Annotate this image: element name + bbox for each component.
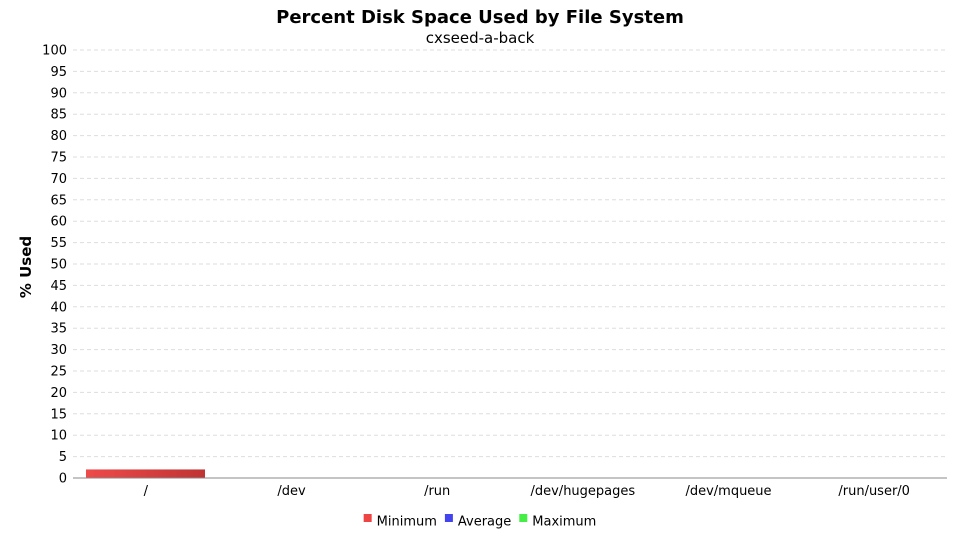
y-tick-label: 10 [50, 429, 67, 444]
y-tick-label: 0 [59, 472, 67, 487]
y-axis-ticks: 0 5 10 15 20 25 30 35 40 45 50 55 60 65 70 75 80 85 90 95 10… [42, 44, 67, 487]
legend-label-maximum: Maximum [532, 515, 596, 530]
y-axis-label: % Used [17, 236, 35, 298]
y-tick-label: 30 [50, 343, 67, 358]
y-tick-label: 65 [50, 193, 67, 208]
y-tick-label: 100 [42, 44, 67, 59]
legend: Minimum Average Maximum [363, 514, 596, 530]
y-tick-label: 85 [50, 108, 67, 123]
bar-minimum [86, 469, 205, 478]
legend-swatch-minimum [363, 514, 372, 522]
y-tick-label: 5 [59, 450, 67, 465]
y-tick-label: 45 [50, 279, 67, 294]
y-tick-label: 40 [50, 300, 67, 315]
x-tick-label: /run [424, 484, 450, 499]
chart-subtitle: cxseed-a-back [426, 29, 535, 47]
y-tick-label: 25 [50, 365, 67, 380]
y-tick-label: 20 [50, 386, 67, 401]
legend-label-average: Average [458, 515, 511, 530]
y-tick-label: 90 [50, 86, 67, 101]
x-axis-ticks: / /dev/run/dev/hugepages/dev/mqueue/run/u… [144, 484, 910, 499]
legend-swatch-maximum [519, 514, 528, 522]
legend-label-minimum: Minimum [377, 515, 437, 530]
y-tick-label: 80 [50, 129, 67, 144]
x-tick-label: /run/user/0 [838, 484, 910, 499]
y-tick-label: 60 [50, 215, 67, 230]
legend-swatch-average [444, 514, 453, 522]
y-tick-label: 75 [50, 151, 67, 166]
x-tick-label: /dev/mqueue [685, 484, 771, 499]
y-tick-label: 55 [50, 236, 67, 251]
y-tick-label: 50 [50, 258, 67, 273]
y-tick-label: 95 [50, 65, 67, 80]
grid-lines [73, 49, 947, 458]
bars [86, 469, 205, 478]
y-tick-label: 15 [50, 407, 67, 422]
y-tick-label: 35 [50, 322, 67, 337]
x-tick-label: /dev/hugepages [530, 484, 635, 499]
y-tick-label: 70 [50, 172, 67, 187]
chart-title: Percent Disk Space Used by File System [276, 7, 684, 28]
x-tick-label: /dev [277, 484, 306, 499]
x-tick-label: / [144, 484, 149, 499]
